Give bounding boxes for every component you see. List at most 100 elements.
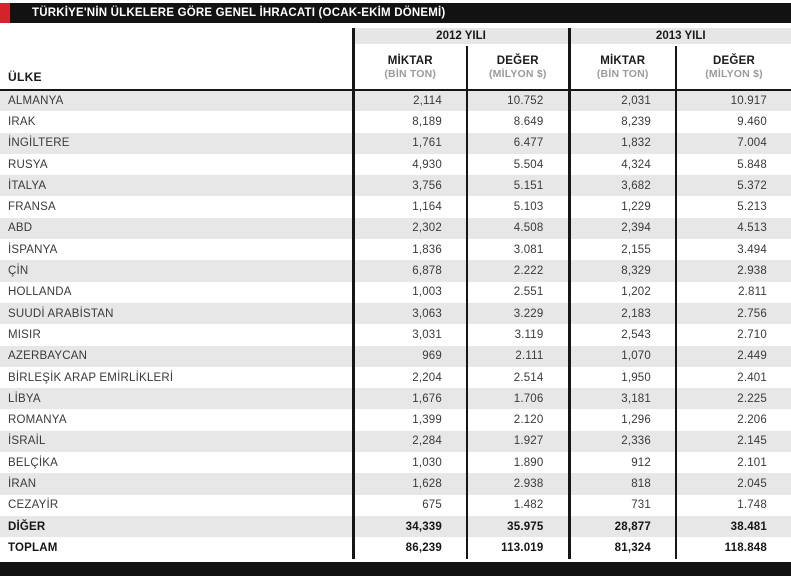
table-row: MISIR 3,031 3.119 2,543 2.710 — [0, 324, 791, 346]
miktar-2013-cell: 912 — [567, 452, 676, 474]
table-row: BİRLEŞİK ARAP EMİRLİKLERİ 2,204 2.514 1,… — [0, 366, 791, 389]
table-row: İSPANYA 1,836 3.081 2,155 3.494 — [0, 239, 791, 261]
deger-2013-cell: 2.756 — [675, 302, 791, 325]
country-cell: FRANSA — [8, 201, 56, 214]
deger-2012-cell: 5.504 — [466, 153, 569, 176]
deger-2013-cell: 38.481 — [675, 515, 791, 538]
table-row: İNGİLTERE 1,761 6.477 1,832 7.004 — [0, 132, 791, 154]
deger-2013-cell: 2.811 — [675, 281, 791, 303]
deger-2012-cell: 1.482 — [466, 494, 569, 516]
country-cell: CEZAYİR — [8, 499, 59, 512]
miktar-2013-cell: 8,239 — [567, 111, 676, 133]
miktar-2012-cell: 2,302 — [351, 217, 467, 240]
deger-2013-cell: 2.101 — [675, 452, 791, 474]
miktar-2013-cell: 2,336 — [567, 430, 676, 453]
country-cell: DİĞER — [8, 520, 46, 533]
country-column-spacer — [0, 28, 353, 45]
miktar-2012-cell: 3,031 — [351, 324, 467, 346]
table-row: ABD 2,302 4.508 2,394 4.513 — [0, 217, 791, 240]
table-row: İTALYA 3,756 5.151 3,682 5.372 — [0, 175, 791, 197]
miktar-2012-cell: 675 — [351, 494, 467, 516]
column-header-deger-2013: DEĞER (MİLYON $) — [675, 45, 791, 91]
deger-2013-cell: 3.494 — [675, 239, 791, 261]
deger-unit-label: (MİLYON $) — [705, 68, 763, 80]
miktar-2012-cell: 1,003 — [351, 281, 467, 303]
miktar-2012-cell: 1,676 — [351, 388, 467, 410]
deger-2012-cell: 3.119 — [466, 324, 569, 346]
miktar-label: MİKTAR — [387, 55, 433, 67]
deger-2012-cell: 10.752 — [466, 90, 569, 112]
table-row: ÇİN 6,878 2.222 8,329 2.938 — [0, 260, 791, 282]
table-row: RUSYA 4,930 5.504 4,324 5.848 — [0, 153, 791, 176]
miktar-2012-cell: 1,164 — [351, 196, 467, 218]
table-row: CEZAYİR 675 1.482 731 1.748 — [0, 494, 791, 516]
miktar-2012-cell: 4,930 — [351, 153, 467, 176]
table-row: SUUDİ ARABİSTAN 3,063 3.229 2,183 2.756 — [0, 302, 791, 325]
country-cell: HOLLANDA — [8, 286, 72, 299]
table-body: ALMANYA 2,114 10.752 2,031 10.917 IRAK 8… — [0, 90, 791, 559]
deger-2012-cell: 3.081 — [466, 239, 569, 261]
bottom-bar — [0, 561, 791, 576]
deger-2012-cell: 8.649 — [466, 111, 569, 133]
deger-2013-cell: 4.513 — [675, 217, 791, 240]
miktar-2013-cell: 81,324 — [567, 537, 676, 559]
table-row: HOLLANDA 1,003 2.551 1,202 2.811 — [0, 281, 791, 303]
miktar-2012-cell: 8,189 — [351, 111, 467, 133]
miktar-2013-cell: 1,296 — [567, 409, 676, 431]
deger-2012-cell: 113.019 — [466, 537, 569, 559]
country-cell: MISIR — [8, 328, 41, 341]
table-row: TOPLAM 86,239 113.019 81,324 118.848 — [0, 537, 791, 559]
deger-2013-cell: 5.848 — [675, 153, 791, 176]
miktar-2013-cell: 28,877 — [567, 515, 676, 538]
deger-2013-cell: 7.004 — [675, 132, 791, 154]
deger-2012-cell: 35.975 — [466, 515, 569, 538]
miktar-2012-cell: 969 — [351, 345, 467, 367]
table-row: ALMANYA 2,114 10.752 2,031 10.917 — [0, 90, 791, 112]
deger-2012-cell: 1.706 — [466, 388, 569, 410]
deger-2013-cell: 2.449 — [675, 345, 791, 367]
country-cell: AZERBAYCAN — [8, 350, 88, 363]
deger-2013-cell: 10.917 — [675, 90, 791, 112]
miktar-2013-cell: 2,543 — [567, 324, 676, 346]
miktar-2013-cell: 1,950 — [567, 366, 676, 389]
miktar-2012-cell: 2,204 — [351, 366, 467, 389]
exports-table: 2012 YILI 2013 YILI ÜLKE MİKTAR (BİN TON… — [0, 28, 791, 559]
deger-2012-cell: 3.229 — [466, 302, 569, 325]
miktar-2013-cell: 3,682 — [567, 175, 676, 197]
page-title: TÜRKİYE'NİN ÜLKELERE GÖRE GENEL İHRACATI… — [32, 7, 446, 19]
miktar-2012-cell: 3,756 — [351, 175, 467, 197]
deger-2013-cell: 118.848 — [675, 537, 791, 559]
red-accent-block — [0, 3, 10, 23]
miktar-unit-label: (BİN TON) — [596, 68, 649, 80]
miktar-2012-cell: 1,628 — [351, 473, 467, 495]
country-cell: ABD — [8, 222, 33, 235]
deger-2012-cell: 1.927 — [466, 430, 569, 453]
country-cell: İRAN — [8, 477, 37, 490]
year-header-2012: 2012 YILI — [351, 28, 569, 46]
deger-2013-cell: 2.938 — [675, 260, 791, 282]
table-row: AZERBAYCAN 969 2.111 1,070 2.449 — [0, 345, 791, 367]
miktar-2013-cell: 4,324 — [567, 153, 676, 176]
miktar-2012-cell: 1,030 — [351, 452, 467, 474]
country-cell: İSRAİL — [8, 435, 46, 448]
deger-label: DEĞER — [496, 55, 539, 67]
country-cell: ÇİN — [8, 265, 29, 278]
country-cell: İSPANYA — [8, 243, 58, 256]
deger-2012-cell: 2.111 — [466, 345, 569, 367]
miktar-label: MİKTAR — [600, 55, 646, 67]
miktar-2012-cell: 2,284 — [351, 430, 467, 453]
deger-2013-cell: 2.710 — [675, 324, 791, 346]
deger-label: DEĞER — [713, 55, 755, 67]
miktar-2013-cell: 1,832 — [567, 132, 676, 154]
miktar-2013-cell: 2,155 — [567, 239, 676, 261]
table-row: FRANSA 1,164 5.103 1,229 5.213 — [0, 196, 791, 218]
country-cell: ROMANYA — [8, 414, 67, 427]
country-cell: İNGİLTERE — [8, 137, 70, 150]
country-cell: IRAK — [8, 115, 36, 128]
deger-2012-cell: 5.103 — [466, 196, 569, 218]
table-row: BELÇİKA 1,030 1.890 912 2.101 — [0, 452, 791, 474]
year-header-row: 2012 YILI 2013 YILI — [0, 28, 791, 46]
miktar-2013-cell: 2,183 — [567, 302, 676, 325]
miktar-2013-cell: 2,394 — [567, 217, 676, 240]
deger-2013-cell: 5.213 — [675, 196, 791, 218]
